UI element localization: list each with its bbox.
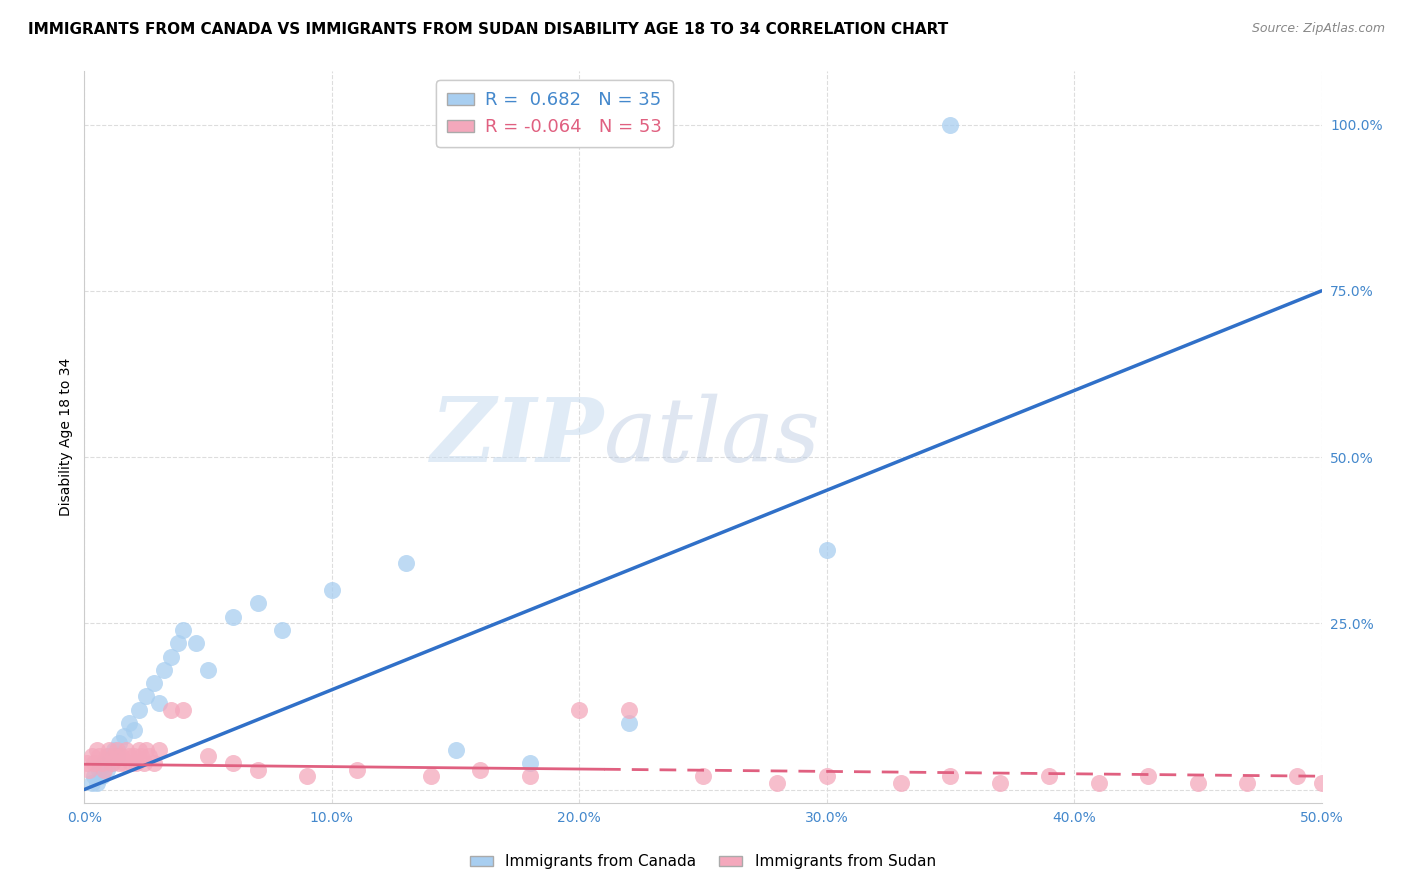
Point bbox=[98, 742, 121, 756]
Point bbox=[138, 749, 160, 764]
Point bbox=[1187, 776, 1209, 790]
Point bbox=[115, 742, 138, 756]
Point bbox=[1285, 769, 1308, 783]
Point bbox=[98, 749, 121, 764]
Point bbox=[1137, 769, 1160, 783]
Point bbox=[988, 776, 1011, 790]
Point bbox=[96, 763, 118, 777]
Point bbox=[419, 769, 441, 783]
Point bbox=[346, 763, 368, 777]
Point bbox=[939, 769, 962, 783]
Point bbox=[112, 756, 135, 770]
Point bbox=[167, 636, 190, 650]
Point bbox=[93, 763, 115, 777]
Point bbox=[815, 769, 838, 783]
Point bbox=[112, 729, 135, 743]
Point bbox=[128, 703, 150, 717]
Point bbox=[1310, 776, 1333, 790]
Point bbox=[890, 776, 912, 790]
Point bbox=[142, 756, 165, 770]
Point bbox=[197, 663, 219, 677]
Point bbox=[519, 756, 541, 770]
Point bbox=[568, 703, 591, 717]
Point bbox=[1088, 776, 1111, 790]
Point bbox=[395, 557, 418, 571]
Point bbox=[122, 723, 145, 737]
Point bbox=[295, 769, 318, 783]
Point bbox=[692, 769, 714, 783]
Point bbox=[129, 749, 152, 764]
Point bbox=[83, 756, 105, 770]
Point bbox=[160, 703, 183, 717]
Point bbox=[160, 649, 183, 664]
Point bbox=[89, 763, 111, 777]
Point bbox=[197, 749, 219, 764]
Point bbox=[519, 769, 541, 783]
Legend: Immigrants from Canada, Immigrants from Sudan: Immigrants from Canada, Immigrants from … bbox=[464, 848, 942, 875]
Text: ZIP: ZIP bbox=[430, 394, 605, 480]
Point bbox=[86, 742, 108, 756]
Point bbox=[83, 769, 105, 783]
Point bbox=[118, 716, 141, 731]
Point bbox=[1236, 776, 1258, 790]
Point bbox=[96, 749, 118, 764]
Point bbox=[152, 663, 174, 677]
Legend: R =  0.682   N = 35, R = -0.064   N = 53: R = 0.682 N = 35, R = -0.064 N = 53 bbox=[436, 80, 672, 147]
Point bbox=[105, 749, 128, 764]
Point bbox=[93, 756, 115, 770]
Point bbox=[118, 749, 141, 764]
Point bbox=[120, 756, 142, 770]
Point bbox=[172, 703, 194, 717]
Point bbox=[80, 749, 103, 764]
Point bbox=[90, 769, 112, 783]
Point bbox=[148, 742, 170, 756]
Point bbox=[110, 749, 132, 764]
Point bbox=[246, 596, 269, 610]
Point bbox=[321, 582, 343, 597]
Point bbox=[172, 623, 194, 637]
Point bbox=[470, 763, 492, 777]
Point bbox=[128, 742, 150, 756]
Text: Source: ZipAtlas.com: Source: ZipAtlas.com bbox=[1251, 22, 1385, 36]
Point bbox=[108, 756, 131, 770]
Point bbox=[271, 623, 294, 637]
Point bbox=[90, 756, 112, 770]
Point bbox=[132, 756, 155, 770]
Point bbox=[766, 776, 789, 790]
Point bbox=[939, 118, 962, 132]
Point bbox=[103, 742, 125, 756]
Point bbox=[89, 749, 111, 764]
Point bbox=[122, 749, 145, 764]
Point bbox=[125, 756, 148, 770]
Point bbox=[100, 756, 122, 770]
Y-axis label: Disability Age 18 to 34: Disability Age 18 to 34 bbox=[59, 358, 73, 516]
Point bbox=[108, 736, 131, 750]
Text: IMMIGRANTS FROM CANADA VS IMMIGRANTS FROM SUDAN DISABILITY AGE 18 TO 34 CORRELAT: IMMIGRANTS FROM CANADA VS IMMIGRANTS FRO… bbox=[28, 22, 949, 37]
Point bbox=[86, 776, 108, 790]
Point bbox=[246, 763, 269, 777]
Point bbox=[142, 676, 165, 690]
Point bbox=[617, 703, 640, 717]
Point bbox=[1038, 769, 1060, 783]
Point bbox=[135, 690, 157, 704]
Point bbox=[100, 756, 122, 770]
Point bbox=[184, 636, 207, 650]
Point bbox=[815, 543, 838, 558]
Point bbox=[444, 742, 467, 756]
Point bbox=[135, 742, 157, 756]
Point bbox=[103, 749, 125, 764]
Point bbox=[617, 716, 640, 731]
Point bbox=[222, 756, 245, 770]
Point bbox=[105, 742, 128, 756]
Point bbox=[76, 756, 98, 770]
Point bbox=[222, 609, 245, 624]
Text: atlas: atlas bbox=[605, 393, 820, 481]
Point bbox=[80, 776, 103, 790]
Point bbox=[79, 763, 101, 777]
Point bbox=[148, 696, 170, 710]
